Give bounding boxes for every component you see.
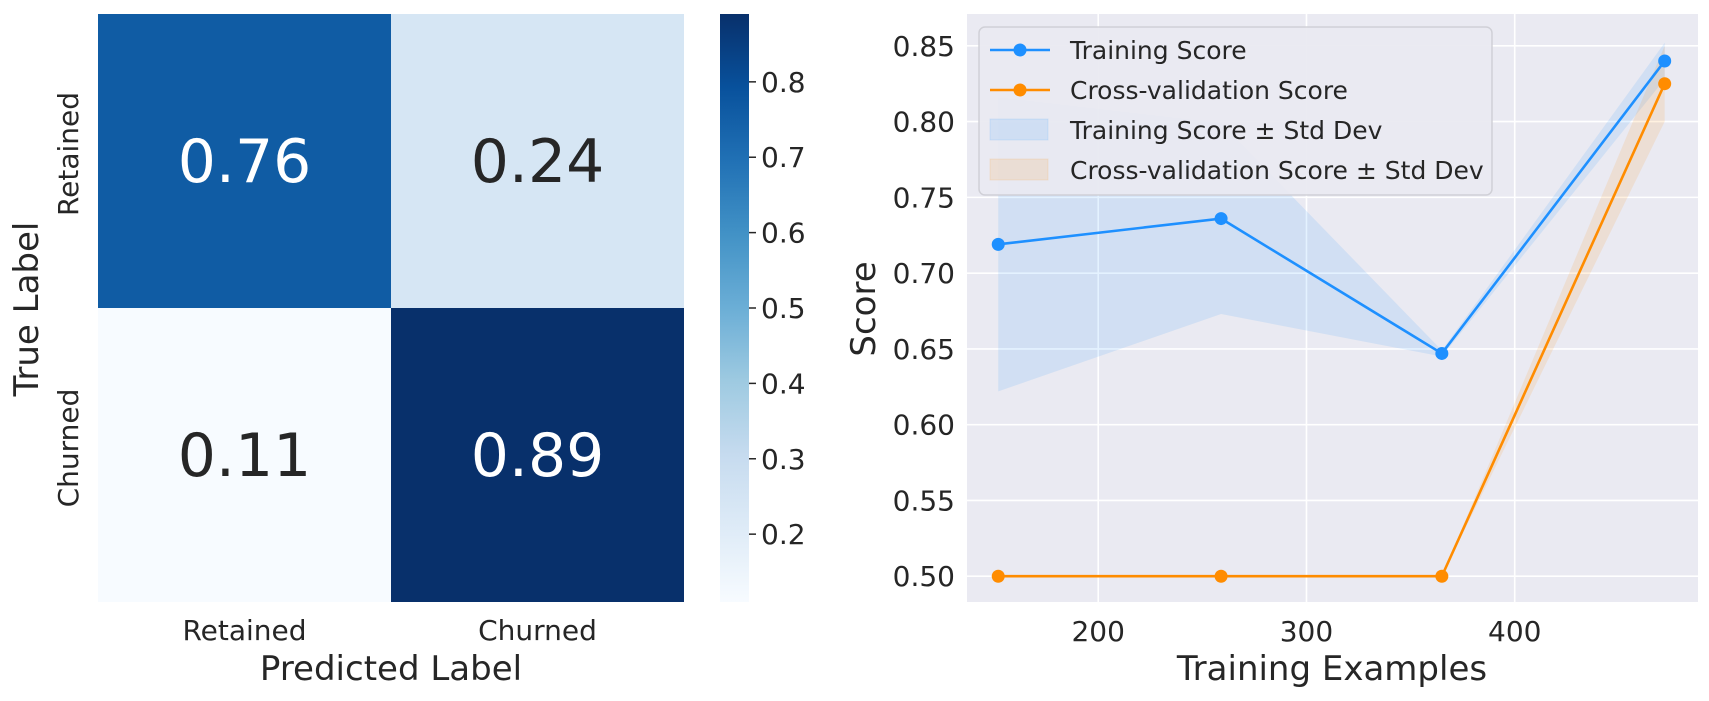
heatmap-cell-value: 0.76 xyxy=(178,127,312,197)
legend-marker-training xyxy=(1013,43,1027,57)
legend-label-cv: Cross-validation Score xyxy=(1070,76,1348,105)
x-tick-label: 200 xyxy=(1071,615,1124,648)
y-tick-label: 0.85 xyxy=(893,30,955,63)
confusion-matrix-heatmap: 0.76 0.24 0.11 0.89 Retained Churned Retained C… xyxy=(52,14,684,647)
series-lines xyxy=(991,54,1672,583)
x-tick-label: 300 xyxy=(1280,615,1333,648)
colorbar-tick-label: 0.2 xyxy=(761,518,806,551)
data-point xyxy=(1214,212,1228,226)
heatmap-xtick-label: Retained xyxy=(182,614,306,647)
colorbar-tick-label: 0.3 xyxy=(761,443,806,476)
data-point xyxy=(1435,346,1449,360)
y-tick-label: 0.75 xyxy=(893,181,955,214)
y-tick-label: 0.55 xyxy=(893,484,955,517)
legend-label-cv-band: Cross-validation Score ± Std Dev xyxy=(1070,156,1484,185)
heatmap-ytick-label: Retained xyxy=(52,92,85,216)
data-point xyxy=(1214,569,1228,583)
lc-xlabel: Training Examples xyxy=(1176,649,1487,689)
heatmap-cell xyxy=(98,14,391,308)
series-line-1 xyxy=(998,83,1666,578)
data-point xyxy=(1658,77,1672,91)
data-point xyxy=(991,237,1005,251)
legend-swatch-training-band xyxy=(989,118,1049,141)
data-point xyxy=(991,569,1005,583)
x-tick-label: 400 xyxy=(1488,615,1541,648)
data-point xyxy=(1658,54,1672,68)
legend: Training Score Cross-validation Score Tr… xyxy=(978,26,1493,196)
colorbar-ticks: 0.2 0.3 0.4 0.5 0.6 0.7 0.8 xyxy=(749,66,806,551)
data-point xyxy=(1435,569,1449,583)
legend-marker-cv xyxy=(1013,83,1027,97)
heatmap-cell xyxy=(391,14,684,308)
heatmap-xtick-label: Churned xyxy=(478,614,597,647)
colorbar-tick-label: 0.4 xyxy=(761,367,806,400)
series-line-0 xyxy=(998,60,1666,356)
y-tick-label: 0.70 xyxy=(893,257,955,290)
legend-box xyxy=(978,26,1493,196)
legend-swatch-cv-band xyxy=(989,158,1049,181)
colorbar-tick-label: 0.7 xyxy=(761,141,806,174)
std-dev-band-1 xyxy=(998,45,1665,577)
heatmap-ylabel: True Label xyxy=(7,222,47,398)
heatmap-cell-value: 0.11 xyxy=(178,421,312,491)
y-tick-label: 0.80 xyxy=(893,106,955,139)
axis-tick-labels: 200 300 400 0.50 0.55 0.60 0.65 0.70 0.75 0.80 0.8… xyxy=(893,30,1542,648)
heatmap-xlabel: Predicted Label xyxy=(260,649,522,689)
heatmap-cell xyxy=(391,308,684,602)
legend-label-training-band: Training Score ± Std Dev xyxy=(1069,116,1383,145)
y-tick-label: 0.60 xyxy=(893,409,955,442)
legend-label-training: Training Score xyxy=(1069,36,1247,65)
colorbar-tick-label: 0.5 xyxy=(761,292,806,325)
y-tick-label: 0.65 xyxy=(893,333,955,366)
heatmap-ytick-label: Churned xyxy=(52,389,85,508)
y-tick-label: 0.50 xyxy=(893,560,955,593)
heatmap-cell-value: 0.24 xyxy=(471,127,605,197)
colorbar-tick-label: 0.8 xyxy=(761,66,806,99)
lc-ylabel: Score xyxy=(844,261,884,356)
heatmap-cell xyxy=(98,308,391,602)
colorbar xyxy=(720,14,749,602)
colorbar-tick-label: 0.6 xyxy=(761,217,806,250)
heatmap-cell-value: 0.89 xyxy=(471,421,605,491)
